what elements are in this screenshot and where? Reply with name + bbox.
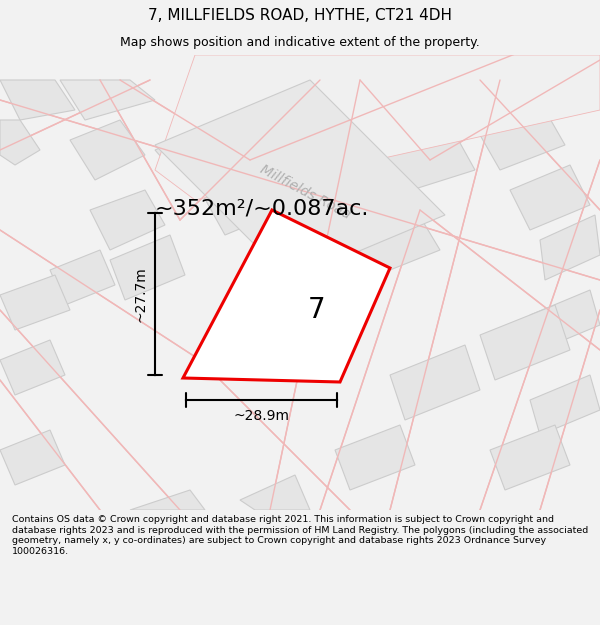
Text: Map shows position and indicative extent of the property.: Map shows position and indicative extent… — [120, 36, 480, 49]
Polygon shape — [60, 80, 155, 120]
Text: Contains OS data © Crown copyright and database right 2021. This information is : Contains OS data © Crown copyright and d… — [12, 515, 588, 556]
Text: Millfields Road: Millfields Road — [257, 162, 353, 222]
Text: ~352m²/~0.087ac.: ~352m²/~0.087ac. — [155, 198, 370, 218]
Polygon shape — [355, 125, 475, 200]
Polygon shape — [0, 120, 40, 165]
Polygon shape — [183, 210, 390, 382]
Polygon shape — [0, 275, 70, 330]
Text: 7, MILLFIELDS ROAD, HYTHE, CT21 4DH: 7, MILLFIELDS ROAD, HYTHE, CT21 4DH — [148, 8, 452, 23]
Polygon shape — [200, 155, 310, 235]
Polygon shape — [0, 80, 75, 120]
Polygon shape — [530, 290, 600, 350]
Polygon shape — [480, 305, 570, 380]
Text: 7: 7 — [307, 296, 325, 324]
Polygon shape — [310, 200, 440, 290]
Polygon shape — [510, 165, 590, 230]
Polygon shape — [430, 80, 520, 120]
Polygon shape — [0, 430, 65, 485]
Text: ~27.7m: ~27.7m — [133, 266, 147, 322]
Polygon shape — [70, 120, 145, 180]
Polygon shape — [155, 55, 600, 200]
Polygon shape — [240, 475, 310, 510]
Polygon shape — [0, 340, 65, 395]
Polygon shape — [480, 110, 565, 170]
Polygon shape — [155, 80, 445, 280]
Polygon shape — [130, 490, 205, 510]
Polygon shape — [490, 425, 570, 490]
Polygon shape — [540, 215, 600, 280]
Polygon shape — [390, 345, 480, 420]
Polygon shape — [155, 115, 270, 190]
Polygon shape — [335, 425, 415, 490]
Polygon shape — [90, 190, 165, 250]
Polygon shape — [530, 375, 600, 435]
Text: ~28.9m: ~28.9m — [233, 409, 290, 423]
Polygon shape — [110, 235, 185, 300]
Polygon shape — [50, 250, 115, 305]
